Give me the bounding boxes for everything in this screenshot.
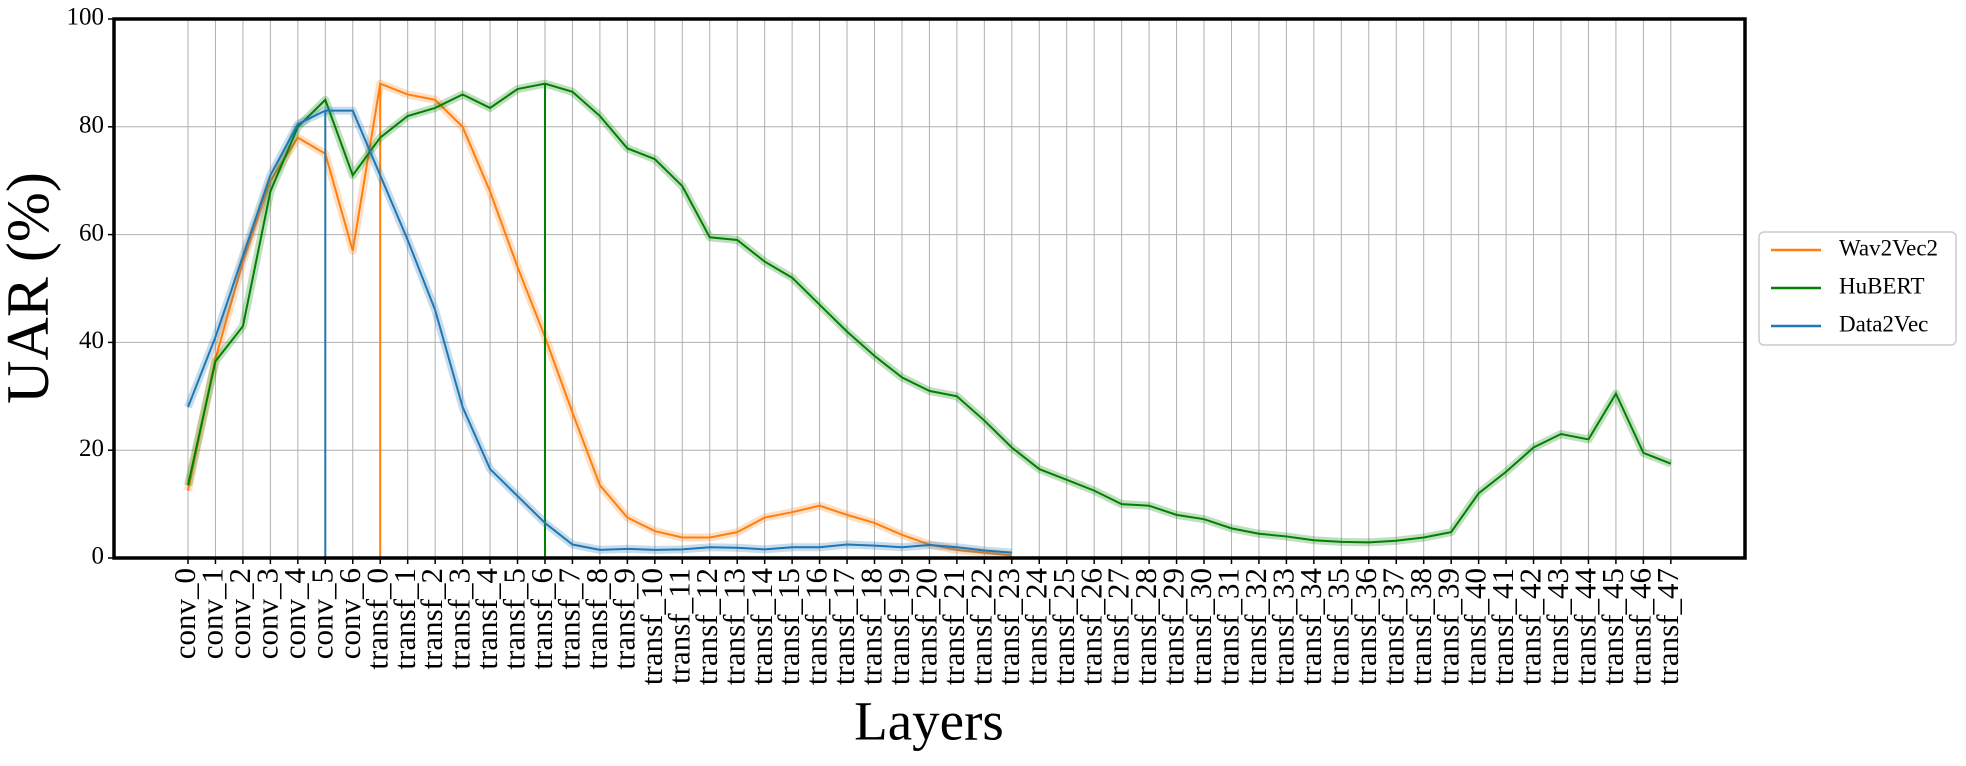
y-tick-label: 40 (79, 327, 104, 354)
x-tick-label: transf_0 (359, 568, 394, 670)
x-tick-label: transf_22 (963, 568, 998, 685)
y-tick-label: 0 (92, 543, 105, 570)
x-tick-label: transf_7 (552, 568, 587, 670)
y-tick-label: 100 (67, 4, 105, 31)
x-tick-label: transf_34 (1293, 568, 1328, 686)
legend-label: Data2Vec (1839, 311, 1928, 336)
x-tick-label: transf_17 (826, 568, 861, 685)
y-tick-label: 20 (79, 435, 104, 462)
x-tick-label: transf_27 (1101, 568, 1136, 685)
x-tick-label: transf_12 (689, 568, 724, 685)
x-tick-label: transf_24 (1018, 568, 1053, 686)
x-tick-label: transf_26 (1073, 568, 1108, 685)
x-tick-label: transf_42 (1513, 568, 1548, 685)
x-tick-label: transf_25 (1046, 568, 1081, 685)
x-tick-label: transf_23 (991, 568, 1026, 685)
x-tick-label: transf_13 (716, 568, 751, 685)
x-tick-label: transf_4 (469, 568, 504, 670)
x-tick-label: conv_1 (195, 568, 230, 659)
x-tick-label: transf_18 (854, 568, 889, 685)
x-tick-label: transf_19 (881, 568, 916, 685)
x-tick-label: transf_6 (524, 568, 559, 670)
x-tick-label: transf_1 (387, 568, 422, 670)
x-tick-label: transf_33 (1266, 568, 1301, 685)
x-tick-label: transf_35 (1320, 568, 1355, 685)
x-tick-label: conv_6 (332, 568, 367, 659)
legend-box (1758, 231, 1957, 346)
legend-label: Wav2Vec2 (1839, 235, 1938, 260)
x-tick-label: transf_3 (442, 568, 477, 670)
plot-frame (112, 17, 1747, 560)
x-tick-label: transf_5 (497, 568, 532, 670)
x-tick-label: transf_47 (1650, 568, 1685, 685)
x-axis-label: Layers (854, 691, 1004, 752)
x-tick-label: conv_3 (249, 568, 284, 659)
x-tick-label: conv_0 (167, 568, 202, 659)
x-tick-label: transf_31 (1211, 568, 1246, 685)
x-tick-label: transf_14 (744, 568, 779, 686)
x-tick-label: transf_20 (909, 568, 944, 685)
x-tick-label: transf_21 (936, 568, 971, 685)
x-tick-label: transf_40 (1458, 568, 1493, 685)
x-tick-label: transf_28 (1128, 568, 1163, 685)
x-tick-label: transf_8 (579, 568, 614, 670)
x-tick-label: transf_46 (1622, 568, 1657, 685)
x-tick-label: transf_43 (1540, 568, 1575, 685)
x-tick-label: transf_2 (414, 568, 449, 670)
y-tick-label: 60 (79, 219, 104, 246)
x-tick-label: transf_41 (1485, 568, 1520, 685)
x-tick-label: transf_36 (1348, 568, 1383, 685)
x-tick-label: transf_16 (799, 568, 834, 685)
x-tick-label: transf_10 (634, 568, 669, 685)
x-tick-label: transf_45 (1595, 568, 1630, 685)
x-tick-label: conv_5 (304, 568, 339, 659)
x-tick-label: transf_9 (606, 568, 641, 670)
series-line (187, 82, 1672, 544)
x-tick-label: transf_38 (1403, 568, 1438, 685)
x-tick-label: transf_11 (661, 568, 696, 684)
x-tick-label: conv_2 (222, 568, 257, 659)
y-axis-label: UAR (%) (0, 172, 61, 404)
y-tick-label: 80 (79, 112, 104, 139)
x-tick-label: transf_15 (771, 568, 806, 685)
x-tick-label: transf_29 (1156, 568, 1191, 685)
legend: Wav2Vec2 HuBERT Data2Vec (1758, 231, 1957, 346)
x-tick-label: transf_32 (1238, 568, 1273, 685)
x-tick-label: transf_37 (1375, 568, 1410, 685)
x-tick-label: transf_44 (1568, 568, 1603, 686)
x-tick-label: conv_4 (277, 568, 312, 660)
x-tick-label: transf_30 (1183, 568, 1218, 685)
legend-label: HuBERT (1839, 273, 1925, 298)
x-tick-label: transf_39 (1430, 568, 1465, 685)
